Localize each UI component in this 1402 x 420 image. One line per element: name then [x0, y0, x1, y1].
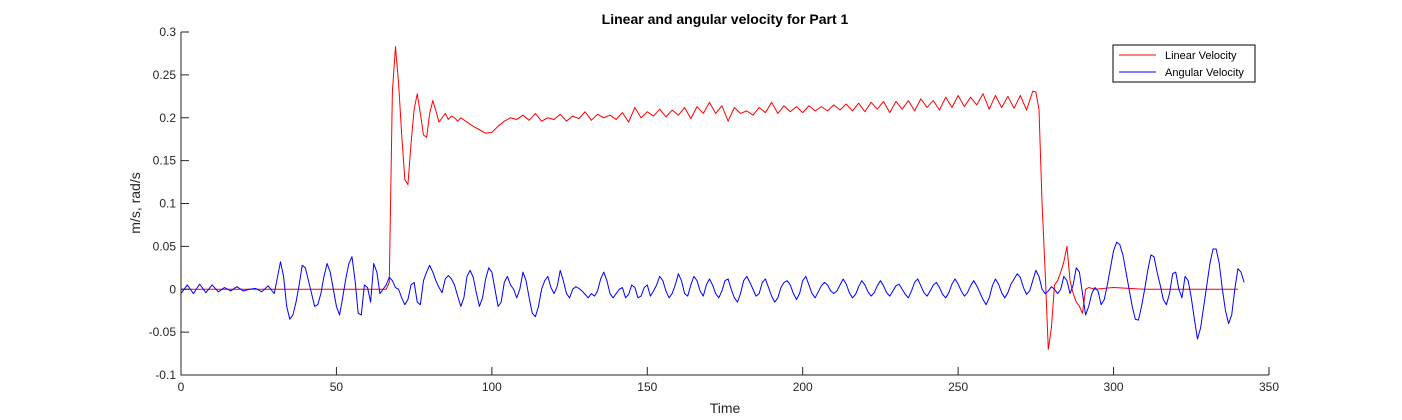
x-tick-label: 50: [330, 380, 344, 394]
series-line-angular-velocity: [180, 241, 1245, 340]
x-tick-label: 0: [178, 380, 185, 394]
y-tick-label: 0.2: [159, 111, 176, 125]
axes: 0 50 100 150 200 250 300 350 -0.1 -0.05 0 0.05 0.1 0.…: [149, 25, 1280, 394]
series-line-linear-velocity: [181, 46, 1238, 350]
x-tick-label: 200: [793, 380, 813, 394]
legend-label-linear-velocity: Linear Velocity: [1165, 50, 1237, 62]
y-tick-label: 0.1: [159, 197, 176, 211]
y-axis-label: m/s, rad/s: [127, 172, 143, 233]
chart-title: Linear and angular velocity for Part 1: [602, 11, 849, 27]
x-tick-label: 300: [1104, 380, 1124, 394]
x-axis-label: Time: [710, 400, 741, 416]
legend-label-angular-velocity: Angular Velocity: [1165, 67, 1244, 79]
y-tick-label: -0.1: [155, 368, 176, 382]
legend-box: [1112, 44, 1256, 83]
legend: Linear Velocity Angular Velocity: [1112, 44, 1256, 83]
x-tick-label: 250: [948, 380, 968, 394]
y-tick-label: 0.25: [153, 68, 177, 82]
y-tick-label: 0.3: [159, 25, 176, 39]
plot-area: [180, 46, 1245, 350]
x-tick-label: 350: [1259, 380, 1279, 394]
y-tick-label: 0: [169, 282, 176, 296]
x-tick-label: 150: [637, 380, 657, 394]
x-tick-label: 100: [482, 380, 502, 394]
y-tick-label: 0.15: [153, 154, 177, 168]
y-tick-label: -0.05: [149, 325, 177, 339]
y-tick-label: 0.05: [153, 239, 177, 253]
